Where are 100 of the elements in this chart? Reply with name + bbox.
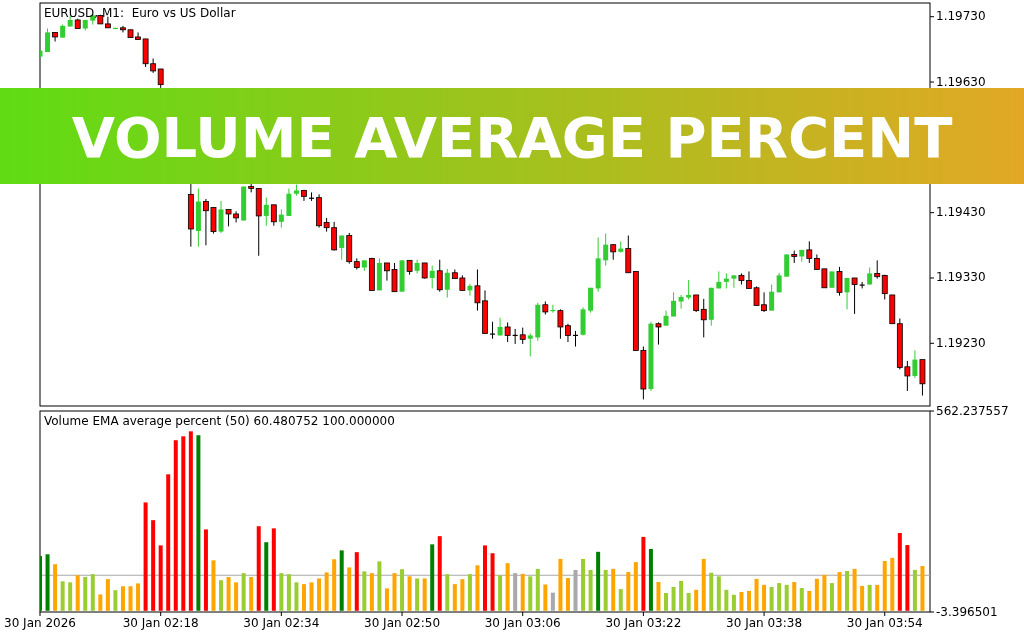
bar bbox=[746, 590, 751, 611]
bar bbox=[769, 586, 774, 611]
bar bbox=[882, 561, 887, 611]
y-tick-label: 562.237557 bbox=[936, 403, 1009, 418]
bar bbox=[777, 583, 782, 611]
bar bbox=[271, 528, 276, 611]
bar bbox=[799, 588, 804, 611]
candlestick bbox=[263, 197, 269, 227]
candlestick bbox=[806, 240, 813, 264]
bar bbox=[309, 582, 314, 611]
bar bbox=[384, 588, 389, 611]
bar bbox=[686, 593, 691, 611]
bar bbox=[912, 569, 917, 611]
candlestick bbox=[671, 291, 677, 318]
bar bbox=[528, 576, 533, 611]
bar bbox=[679, 580, 684, 611]
bar bbox=[867, 584, 872, 611]
bar bbox=[603, 569, 608, 611]
bar bbox=[852, 568, 857, 611]
bar bbox=[90, 574, 95, 611]
bar bbox=[467, 574, 472, 611]
bar bbox=[588, 569, 593, 611]
bar bbox=[633, 562, 638, 611]
x-tick-label: 30 Jan 03:38 bbox=[726, 616, 803, 630]
candlestick bbox=[836, 266, 843, 297]
bar bbox=[814, 578, 819, 611]
candlestick bbox=[588, 287, 594, 314]
bar bbox=[535, 568, 540, 611]
bar bbox=[460, 579, 465, 611]
bar bbox=[332, 559, 337, 611]
bar bbox=[784, 584, 789, 611]
bar bbox=[113, 590, 118, 611]
bar bbox=[807, 590, 812, 611]
y-tick-label: 1.19730 bbox=[936, 9, 986, 24]
y-tick-label: 1.19630 bbox=[936, 74, 986, 89]
x-tick-label: 30 Jan 02:50 bbox=[364, 616, 441, 630]
bar bbox=[890, 557, 895, 611]
bar bbox=[558, 558, 563, 611]
bar bbox=[664, 593, 669, 611]
bar bbox=[286, 574, 291, 611]
bar bbox=[143, 502, 148, 611]
bar bbox=[445, 574, 450, 611]
bar bbox=[641, 536, 646, 611]
bar bbox=[739, 591, 744, 611]
candlestick bbox=[286, 188, 292, 217]
chart-title: EURUSD, M1: Euro vs US Dollar bbox=[44, 6, 236, 20]
bar bbox=[860, 585, 865, 611]
candlestick bbox=[912, 349, 918, 379]
bar bbox=[264, 542, 269, 611]
bar bbox=[151, 520, 156, 611]
bar bbox=[822, 574, 827, 611]
bar bbox=[701, 558, 706, 611]
candlestick bbox=[874, 259, 881, 280]
bar bbox=[377, 561, 382, 611]
bar bbox=[234, 582, 239, 611]
bar bbox=[128, 586, 133, 611]
bar bbox=[400, 569, 405, 611]
candlestick bbox=[686, 279, 692, 301]
bar bbox=[709, 572, 714, 611]
bar bbox=[173, 440, 178, 611]
bar bbox=[905, 545, 910, 611]
bar bbox=[392, 573, 397, 611]
candlestick bbox=[731, 274, 737, 289]
bar bbox=[845, 570, 850, 611]
bar bbox=[75, 575, 80, 611]
bar bbox=[731, 594, 736, 611]
chart-title: Volume EMA average percent (50) 60.480752 100.000000 bbox=[44, 414, 395, 428]
bar bbox=[505, 563, 510, 611]
candlestick bbox=[157, 68, 164, 89]
candlestick bbox=[104, 16, 111, 29]
bar bbox=[543, 584, 548, 611]
bar bbox=[211, 560, 216, 611]
bar bbox=[226, 577, 231, 611]
bar bbox=[317, 578, 322, 611]
bar bbox=[437, 536, 442, 611]
bar bbox=[724, 589, 729, 611]
bar bbox=[45, 554, 50, 611]
candlestick bbox=[270, 204, 277, 227]
bar bbox=[249, 577, 254, 611]
bar bbox=[875, 584, 880, 611]
candlestick bbox=[339, 235, 345, 261]
bar bbox=[166, 474, 171, 611]
bar bbox=[829, 583, 834, 611]
bar bbox=[762, 584, 767, 611]
candlestick bbox=[504, 321, 511, 343]
bar bbox=[83, 577, 88, 611]
bar bbox=[136, 583, 141, 611]
x-tick-label: 30 Jan 03:54 bbox=[846, 616, 923, 630]
candlestick bbox=[769, 284, 775, 312]
bar bbox=[611, 568, 616, 611]
bar bbox=[626, 572, 631, 611]
bar bbox=[369, 573, 374, 611]
bar bbox=[241, 573, 246, 611]
bar bbox=[920, 566, 925, 611]
candlestick bbox=[527, 333, 533, 357]
candlestick bbox=[497, 317, 503, 336]
bar bbox=[716, 576, 721, 611]
bar bbox=[475, 565, 480, 611]
bar bbox=[301, 584, 306, 611]
bar bbox=[754, 578, 759, 611]
